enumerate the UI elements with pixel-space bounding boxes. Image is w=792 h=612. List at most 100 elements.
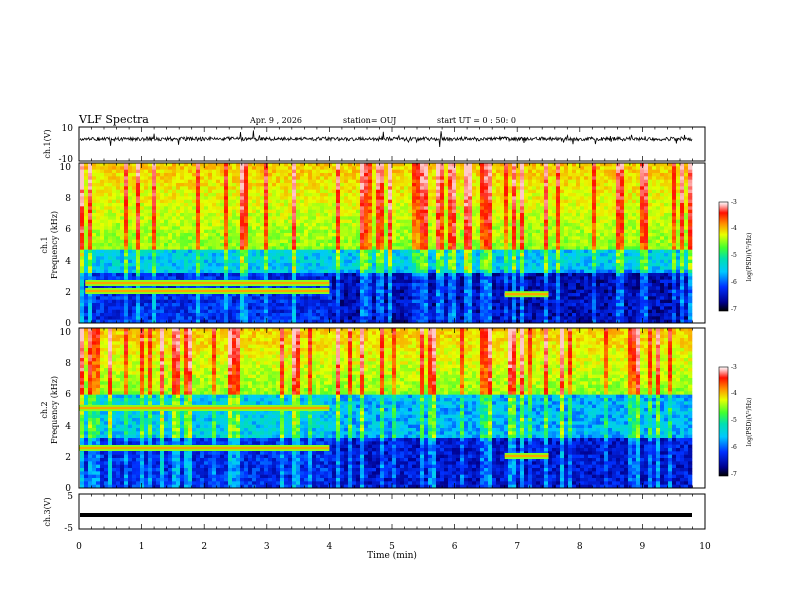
spec1-cell (92, 296, 97, 300)
spec1-cell (88, 189, 93, 194)
spec1-cell (100, 319, 105, 324)
spec1-cell (216, 293, 221, 297)
spec1-cell (364, 243, 369, 247)
spec1-cell (260, 203, 265, 207)
spec1-cell (324, 186, 329, 190)
spec1-cell (316, 196, 321, 200)
spec1-cell (80, 293, 85, 297)
spec1-cell (180, 189, 185, 194)
spec1-cell (300, 259, 305, 264)
spec1-cell (404, 196, 409, 200)
spec1-cell (400, 256, 405, 260)
spec1-cell (260, 226, 265, 230)
spec1-cell (312, 316, 317, 320)
spec1-cell (224, 203, 229, 207)
spec1-cell (424, 273, 429, 277)
spec1-cell (284, 309, 289, 314)
spec1-cell (144, 276, 149, 280)
spec1-cell (380, 273, 385, 277)
spec1-cell (436, 229, 441, 234)
spec1-cell (420, 243, 425, 247)
spec1-cell (264, 253, 269, 257)
spec1-cell (264, 196, 269, 200)
spec1-cell (320, 216, 325, 220)
spec1-cell (188, 226, 193, 230)
spec1-cell (88, 243, 93, 247)
spec1-cell (188, 183, 193, 187)
spec1-cell (340, 279, 345, 284)
spec1-cell (364, 186, 369, 190)
spec1-cell (156, 319, 161, 324)
spec1-cell (368, 283, 373, 287)
spec1-cell (228, 233, 233, 237)
spec1-cell (136, 266, 141, 270)
spec1-cell (492, 299, 497, 304)
spec1-cell (196, 193, 201, 197)
spec1-cell (240, 169, 245, 174)
spec1-cell (320, 203, 325, 207)
spec1-cell (284, 273, 289, 277)
spec1-cell (172, 229, 177, 234)
spec1-cell (464, 206, 469, 210)
spec1-cell (104, 223, 109, 227)
spec1-cell (416, 236, 421, 240)
spec1-cell (320, 256, 325, 260)
spec1-cell (308, 176, 313, 180)
spec1-cell (464, 199, 469, 204)
spec1-cell (248, 186, 253, 190)
spec1-cell (168, 219, 173, 224)
spec1-cell (444, 319, 449, 324)
spec1-cell (432, 259, 437, 264)
spec1-cell (140, 163, 145, 167)
spec1-cell (380, 193, 385, 197)
spec1-cell (176, 259, 181, 264)
spec1-cell (252, 276, 257, 280)
spec1-cell (296, 273, 301, 277)
spec1-cell (476, 309, 481, 314)
spec1-cell (216, 179, 221, 184)
spec1-cell (452, 183, 457, 187)
spec1-cell (432, 243, 437, 247)
spec1-cell (420, 213, 425, 217)
spec1-cell (228, 306, 233, 310)
spec1-cell (188, 276, 193, 280)
spec1-cell (436, 299, 441, 304)
spec1-cell (352, 276, 357, 280)
spec1-cell (492, 296, 497, 300)
spec1-cell (384, 233, 389, 237)
spec1-cell (296, 259, 301, 264)
spec1-cell (224, 266, 229, 270)
spec1-cell (152, 269, 157, 274)
spec1-cell (340, 259, 345, 264)
spec1-cell (488, 283, 493, 287)
spec1-cell (320, 246, 325, 250)
spec1-cell (308, 213, 313, 217)
spec1-cell (156, 209, 161, 214)
spec1-cell (176, 293, 181, 297)
spec1-cell (452, 179, 457, 184)
spec1-cell (368, 183, 373, 187)
spec1-cell (232, 209, 237, 214)
spec1-cell (296, 316, 301, 320)
spec1-cell (332, 266, 337, 270)
spec1-cell (204, 249, 209, 254)
spec1-cell (240, 266, 245, 270)
spec1-cell (388, 289, 393, 294)
spec1-cell (436, 199, 441, 204)
spec1-cell (80, 203, 85, 207)
spec1-cell (244, 236, 249, 240)
spec1-cell (412, 269, 417, 274)
spec1-cell (100, 203, 105, 207)
spec1-cell (180, 246, 185, 250)
spec1-cell (468, 289, 473, 294)
spec1-cell (376, 163, 381, 167)
spec1-cell (120, 316, 125, 320)
spec1-cell (140, 293, 145, 297)
spec1-cell (480, 203, 485, 207)
spec1-cell (288, 303, 293, 307)
spec1-cell (144, 236, 149, 240)
spec1-cell (260, 176, 265, 180)
spec1-cell (96, 319, 101, 324)
spec1-cell (384, 273, 389, 277)
spec1-cell (328, 296, 333, 300)
